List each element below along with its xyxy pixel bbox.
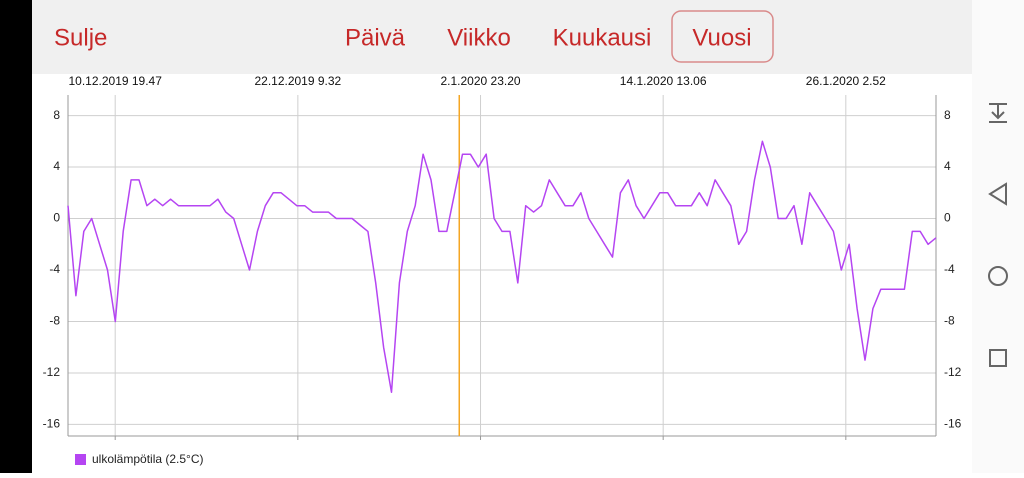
y-tick-label: -4 [49, 262, 60, 276]
y-tick-label: -12 [43, 365, 61, 379]
x-tick-label: 26.1.2020 2.52 [806, 74, 886, 88]
close-button[interactable]: Sulje [54, 24, 107, 51]
y-tick-label-right: 0 [944, 211, 951, 225]
y-tick-label-right: 4 [944, 159, 951, 173]
left-edge [0, 0, 32, 473]
y-tick-label-right: -16 [944, 417, 962, 431]
tab[interactable]: Vuosi [692, 24, 751, 51]
legend-swatch [75, 454, 86, 465]
x-tick-label: 22.12.2019 9.32 [254, 74, 341, 88]
y-tick-label-right: -8 [944, 314, 955, 328]
y-tick-label: -16 [43, 417, 61, 431]
y-tick-label: -8 [49, 314, 60, 328]
y-tick-label: 4 [53, 159, 60, 173]
series-line [67, 140, 937, 393]
y-tick-label-right: -12 [944, 365, 962, 379]
nav-bar [972, 0, 1024, 473]
plot-area [68, 95, 936, 436]
tab[interactable]: Kuukausi [553, 24, 652, 51]
y-tick-label-right: -4 [944, 262, 955, 276]
selected-tab-frame [671, 10, 774, 63]
tab[interactable]: Viikko [447, 24, 511, 51]
nav-icons [988, 103, 1008, 367]
tab[interactable]: Päivä [345, 24, 406, 51]
toolbar [32, 0, 972, 74]
x-tick-label: 10.12.2019 19.47 [68, 74, 162, 88]
x-tick-label: 14.1.2020 13.06 [620, 74, 707, 88]
y-tick-label-right: 8 [944, 108, 951, 122]
x-tick-label: 2.1.2020 23.20 [440, 74, 520, 88]
y-tick-label: 8 [53, 108, 60, 122]
legend-label: ulkolämpötila (2.5°C) [92, 452, 204, 466]
y-tick-label: 0 [53, 211, 60, 225]
